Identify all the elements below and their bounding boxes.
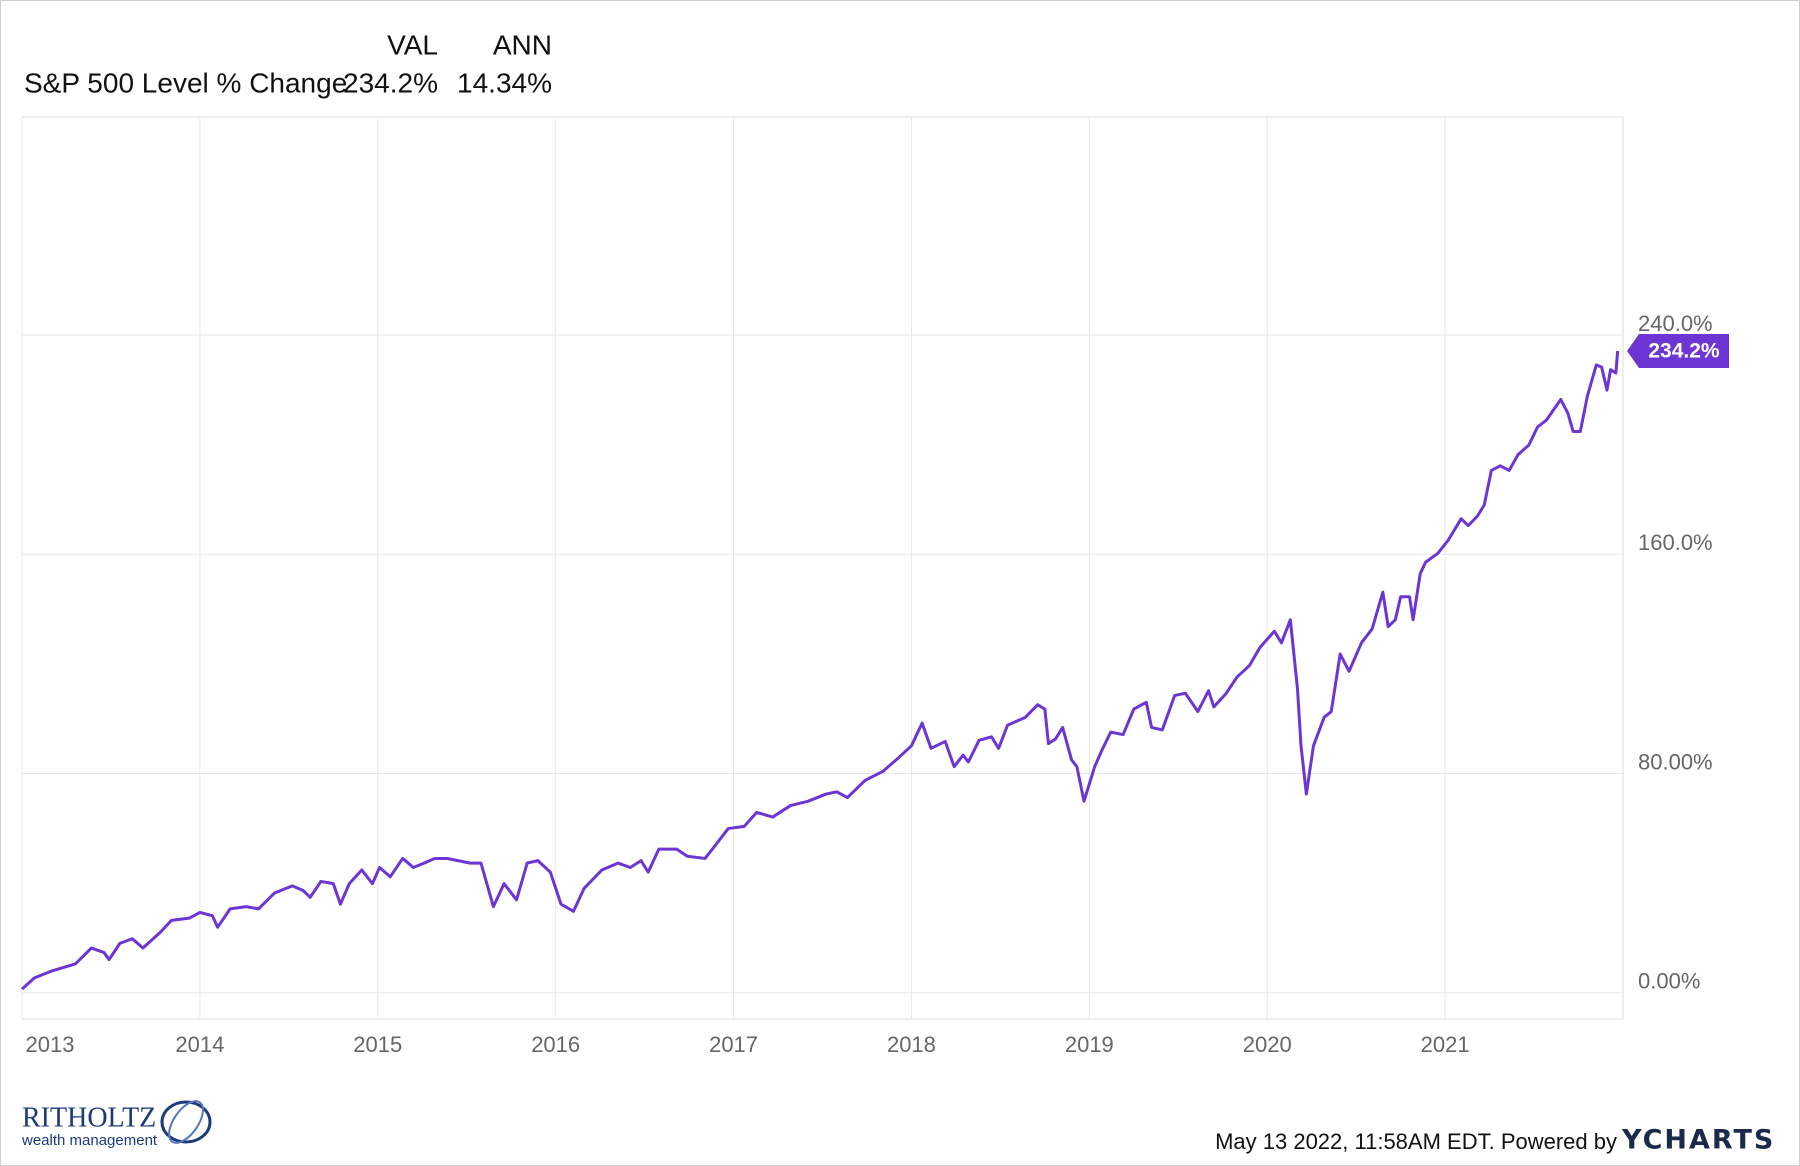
- timestamp: May 13 2022, 11:58AM EDT. Powered by: [1215, 1129, 1617, 1154]
- header-column: ANN: [493, 29, 552, 60]
- x-tick-label: 2020: [1243, 1032, 1292, 1057]
- x-tick-label: 2019: [1065, 1032, 1114, 1057]
- y-tick-label: 160.0%: [1638, 530, 1713, 555]
- header-ann: 14.34%: [457, 67, 552, 98]
- y-tick-label: 240.0%: [1638, 311, 1713, 336]
- series-line: [20, 350, 1620, 991]
- x-tick-label: 2016: [531, 1032, 580, 1057]
- legend-entry: S&P 500 Level % Change: [24, 67, 347, 98]
- x-tick-label: 2017: [709, 1032, 758, 1057]
- x-tick-label: 2014: [175, 1032, 224, 1057]
- logo-emblem: [160, 1100, 212, 1144]
- y-tick-label: 80.00%: [1638, 749, 1713, 774]
- x-tick-label: 2021: [1421, 1032, 1470, 1057]
- logo-emblem: [168, 1100, 204, 1144]
- x-tick-label: 2018: [887, 1032, 936, 1057]
- ritholtz-logo: RITHOLTZ wealth management: [21, 1100, 212, 1149]
- logo-tagline: wealth management: [21, 1132, 158, 1149]
- logo-name: RITHOLTZ: [22, 1102, 156, 1133]
- header-val: 234.2%: [343, 67, 438, 98]
- x-tick-label: 2015: [353, 1032, 402, 1057]
- end-flag: [1627, 333, 1729, 368]
- y-tick-label: 0.00%: [1638, 969, 1700, 994]
- ycharts-logo: YCHARTS: [1621, 1125, 1775, 1156]
- header-column: VAL: [387, 29, 438, 60]
- x-tick-label: 2013: [26, 1032, 75, 1057]
- end-label: 234.2%: [1648, 340, 1720, 363]
